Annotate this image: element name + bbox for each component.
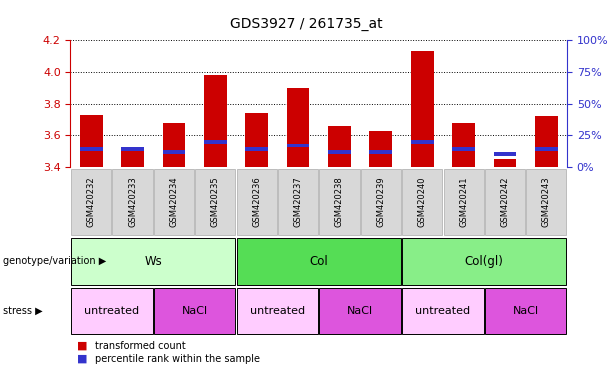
Bar [80, 115, 102, 167]
Text: GSM420233: GSM420233 [128, 176, 137, 227]
Text: GSM420238: GSM420238 [335, 176, 344, 227]
Text: ■: ■ [77, 354, 87, 364]
Bar [80, 147, 102, 151]
Text: NaCl: NaCl [347, 306, 373, 316]
Bar [245, 113, 268, 167]
Text: GSM420240: GSM420240 [417, 176, 427, 227]
Text: genotype/variation ▶: genotype/variation ▶ [3, 256, 106, 266]
Bar [204, 75, 227, 167]
Bar [535, 116, 558, 167]
Text: percentile rank within the sample: percentile rank within the sample [95, 354, 260, 364]
Bar [162, 150, 185, 154]
Text: GSM420232: GSM420232 [86, 176, 96, 227]
Bar [121, 147, 144, 151]
Bar [370, 131, 392, 167]
Text: transformed count: transformed count [95, 341, 186, 351]
Bar [370, 150, 392, 154]
Text: GSM420242: GSM420242 [500, 176, 509, 227]
Text: stress ▶: stress ▶ [3, 306, 43, 316]
Text: ■: ■ [77, 341, 87, 351]
Text: GSM420234: GSM420234 [169, 176, 178, 227]
Text: untreated: untreated [416, 306, 470, 316]
Bar [162, 123, 185, 167]
Bar [411, 51, 433, 167]
Bar [245, 147, 268, 151]
Text: NaCl: NaCl [512, 306, 539, 316]
Bar [452, 123, 475, 167]
Text: GDS3927 / 261735_at: GDS3927 / 261735_at [230, 17, 383, 31]
Bar [204, 140, 227, 144]
Bar [493, 159, 516, 167]
Text: GSM420241: GSM420241 [459, 176, 468, 227]
Text: Ws: Ws [145, 255, 162, 268]
Text: Col: Col [310, 255, 328, 268]
Bar [452, 147, 475, 151]
Text: GSM420236: GSM420236 [252, 176, 261, 227]
Bar [535, 147, 558, 151]
Text: Col(gl): Col(gl) [465, 255, 504, 268]
Text: NaCl: NaCl [181, 306, 208, 316]
Text: GSM420237: GSM420237 [294, 176, 303, 227]
Bar [287, 88, 310, 167]
Text: untreated: untreated [85, 306, 139, 316]
Text: GSM420235: GSM420235 [211, 176, 220, 227]
Bar [287, 144, 310, 147]
Bar [493, 152, 516, 156]
Bar [411, 140, 433, 144]
Text: untreated: untreated [250, 306, 305, 316]
Text: GSM420243: GSM420243 [542, 176, 551, 227]
Text: GSM420239: GSM420239 [376, 176, 386, 227]
Bar [121, 148, 144, 167]
Bar [328, 126, 351, 167]
Bar [328, 150, 351, 154]
